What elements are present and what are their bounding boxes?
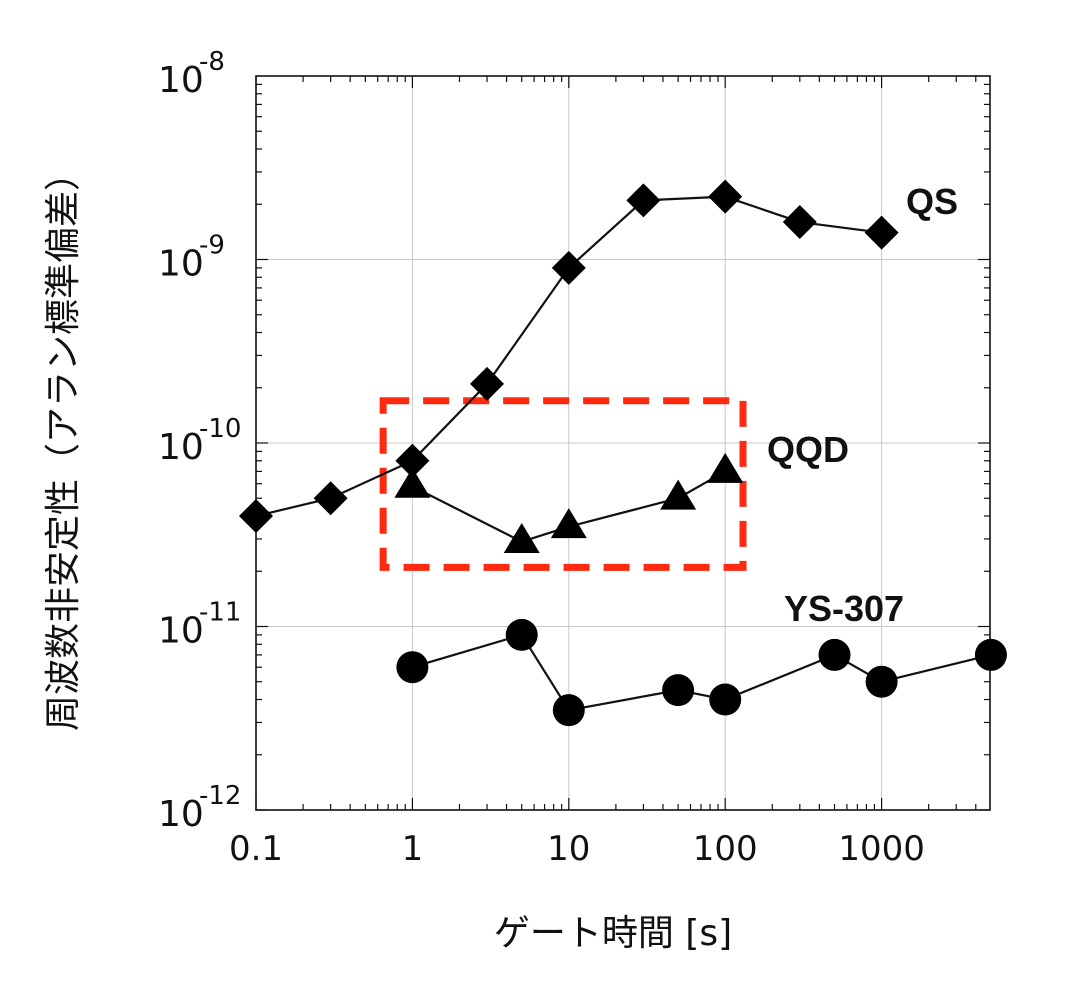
y-tick-label: 10-12 — [158, 781, 241, 835]
y-tick-exponent: -8 — [199, 47, 225, 77]
highlight-dashed-box — [379, 397, 747, 571]
marker-ys-307 — [505, 618, 538, 651]
marker-qqd — [707, 452, 744, 483]
marker-qs — [782, 205, 817, 240]
x-tick-labels: 0.1 1 10 100 1000 — [229, 829, 925, 869]
y-tick-label: 10-9 — [158, 231, 225, 285]
y-tick-base: 10 — [158, 611, 204, 652]
marker-ys-307 — [865, 665, 898, 698]
x-axis-title: ゲート時間 [s] — [494, 913, 732, 954]
marker-qqd — [660, 479, 697, 510]
y-tick-base: 10 — [158, 794, 204, 835]
y-tick-label: 10-11 — [158, 598, 241, 652]
marker-qqd — [394, 467, 431, 498]
y-tick-exponent: -10 — [199, 414, 241, 444]
y-tick-exponent: -12 — [199, 781, 241, 811]
marker-ys-307 — [662, 674, 695, 707]
marker-ys-307 — [552, 694, 585, 727]
y-axis-title: 周波数非安定性（アラン標準偏差） — [43, 155, 84, 731]
marker-ys-307 — [818, 638, 851, 671]
x-tick-label: 10 — [547, 829, 590, 869]
series-label-qs: QS — [906, 181, 958, 222]
x-tick-label: 1 — [402, 829, 424, 869]
minor-ticks — [255, 76, 990, 811]
y-tick-base: 10 — [158, 60, 204, 101]
x-tick-label: 100 — [693, 829, 758, 869]
marker-qs — [313, 481, 348, 516]
y-tick-base: 10 — [158, 427, 204, 468]
marker-qqd — [503, 523, 540, 554]
y-tick-label: 10-8 — [158, 47, 225, 101]
marker-qs — [470, 366, 505, 401]
marker-ys-307 — [396, 651, 429, 684]
series-label-qqd: QQD — [767, 429, 849, 470]
series-labels: QS QQD YS-307 — [767, 181, 958, 629]
x-tick-label: 1000 — [838, 829, 925, 869]
y-tick-label: 10-10 — [158, 414, 241, 468]
series-lines — [255, 195, 992, 712]
series-markers — [239, 179, 1007, 727]
marker-qs — [395, 443, 430, 478]
y-tick-exponent: -11 — [199, 598, 241, 628]
x-tick-label: 0.1 — [229, 829, 283, 869]
marker-qs — [864, 215, 899, 250]
annotations — [379, 397, 747, 571]
marker-qs — [708, 179, 743, 214]
y-tick-exponent: -9 — [199, 231, 225, 261]
series-label-ys-307: YS-307 — [784, 588, 904, 629]
marker-ys-307 — [709, 683, 742, 716]
marker-qs — [626, 183, 661, 218]
series-line-ys-307 — [412, 633, 992, 712]
marker-qs — [551, 250, 586, 285]
marker-qqd — [550, 508, 587, 539]
marker-ys-307 — [974, 638, 1007, 671]
y-tick-base: 10 — [158, 244, 204, 285]
marker-qs — [239, 499, 273, 534]
